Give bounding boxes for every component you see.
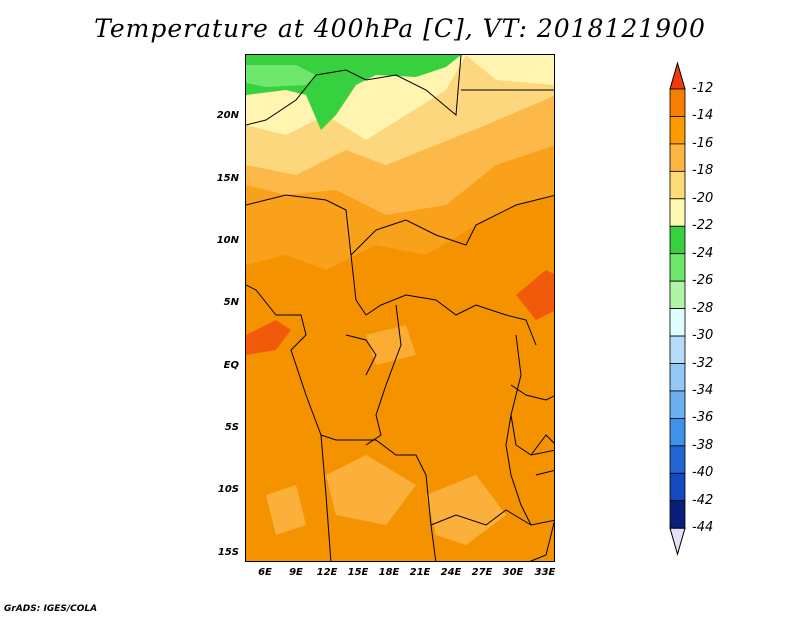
colorbar-swatch bbox=[669, 143, 686, 172]
colorbar-label: -32 bbox=[692, 355, 714, 371]
colorbar-label: -40 bbox=[692, 465, 714, 481]
colorbar-label: -18 bbox=[692, 163, 714, 179]
colorbar-label: -34 bbox=[692, 382, 714, 398]
colorbar-swatch bbox=[669, 253, 686, 282]
colorbar-swatch bbox=[669, 280, 686, 309]
colorbar-swatch bbox=[669, 88, 686, 117]
colorbar-label: -20 bbox=[692, 190, 714, 206]
lat-label: 5N bbox=[223, 297, 239, 308]
colorbar-swatch bbox=[669, 170, 686, 200]
colorbar-label: -26 bbox=[692, 273, 714, 289]
lat-label: 15S bbox=[217, 547, 239, 558]
colorbar-label: -42 bbox=[692, 492, 714, 508]
lat-label: 10N bbox=[216, 235, 239, 246]
colorbar-label: -36 bbox=[692, 410, 714, 426]
credit-text: GrADS: IGES/COLA bbox=[4, 604, 98, 614]
colorbar-under-triangle bbox=[669, 527, 686, 557]
colorbar-label: -38 bbox=[692, 437, 714, 453]
colorbar-swatch bbox=[669, 116, 686, 145]
lon-label: 12E bbox=[316, 567, 338, 578]
colorbar-swatch bbox=[669, 335, 686, 364]
colorbar-over-triangle bbox=[669, 61, 686, 90]
colorbar-swatch bbox=[669, 308, 686, 337]
lon-label: 15E bbox=[347, 567, 369, 578]
colorbar-label: -28 bbox=[692, 300, 714, 316]
colorbar-label: -12 bbox=[692, 81, 714, 96]
colorbar-swatch bbox=[669, 445, 686, 474]
temperature-field bbox=[246, 55, 554, 561]
lat-label: 20N bbox=[216, 110, 239, 121]
lat-label: 10S bbox=[217, 484, 239, 495]
colorbar-label: -16 bbox=[692, 135, 714, 151]
lon-label: 30E bbox=[502, 567, 524, 578]
colorbar-label: -44 bbox=[692, 520, 714, 536]
colorbar-label: -14 bbox=[692, 108, 714, 124]
map-title: Temperature at 400hPa [C], VT: 201812190… bbox=[94, 14, 706, 43]
colorbar-swatch bbox=[669, 198, 686, 227]
colorbar-swatch bbox=[669, 390, 686, 419]
lat-label: 5S bbox=[224, 422, 239, 433]
colorbar-label: -30 bbox=[692, 328, 714, 344]
lon-label: 33E bbox=[534, 567, 556, 578]
lat-label: EQ bbox=[223, 360, 239, 371]
map-panel bbox=[245, 54, 555, 562]
colorbar-swatch bbox=[669, 500, 686, 529]
lon-label: 24E bbox=[440, 567, 462, 578]
colorbar-label: -24 bbox=[692, 245, 714, 261]
colorbar-swatch bbox=[669, 417, 686, 447]
colorbar-swatch bbox=[669, 472, 686, 502]
lon-label: 27E bbox=[471, 567, 493, 578]
colorbar-label: -22 bbox=[692, 218, 714, 234]
lon-label: 6E bbox=[258, 567, 272, 578]
lon-label: 18E bbox=[378, 567, 400, 578]
lat-label: 15N bbox=[216, 173, 239, 184]
lon-label: 9E bbox=[289, 567, 303, 578]
colorbar-swatch bbox=[669, 225, 686, 255]
lon-label: 21E bbox=[409, 567, 431, 578]
colorbar-swatch bbox=[669, 363, 686, 392]
